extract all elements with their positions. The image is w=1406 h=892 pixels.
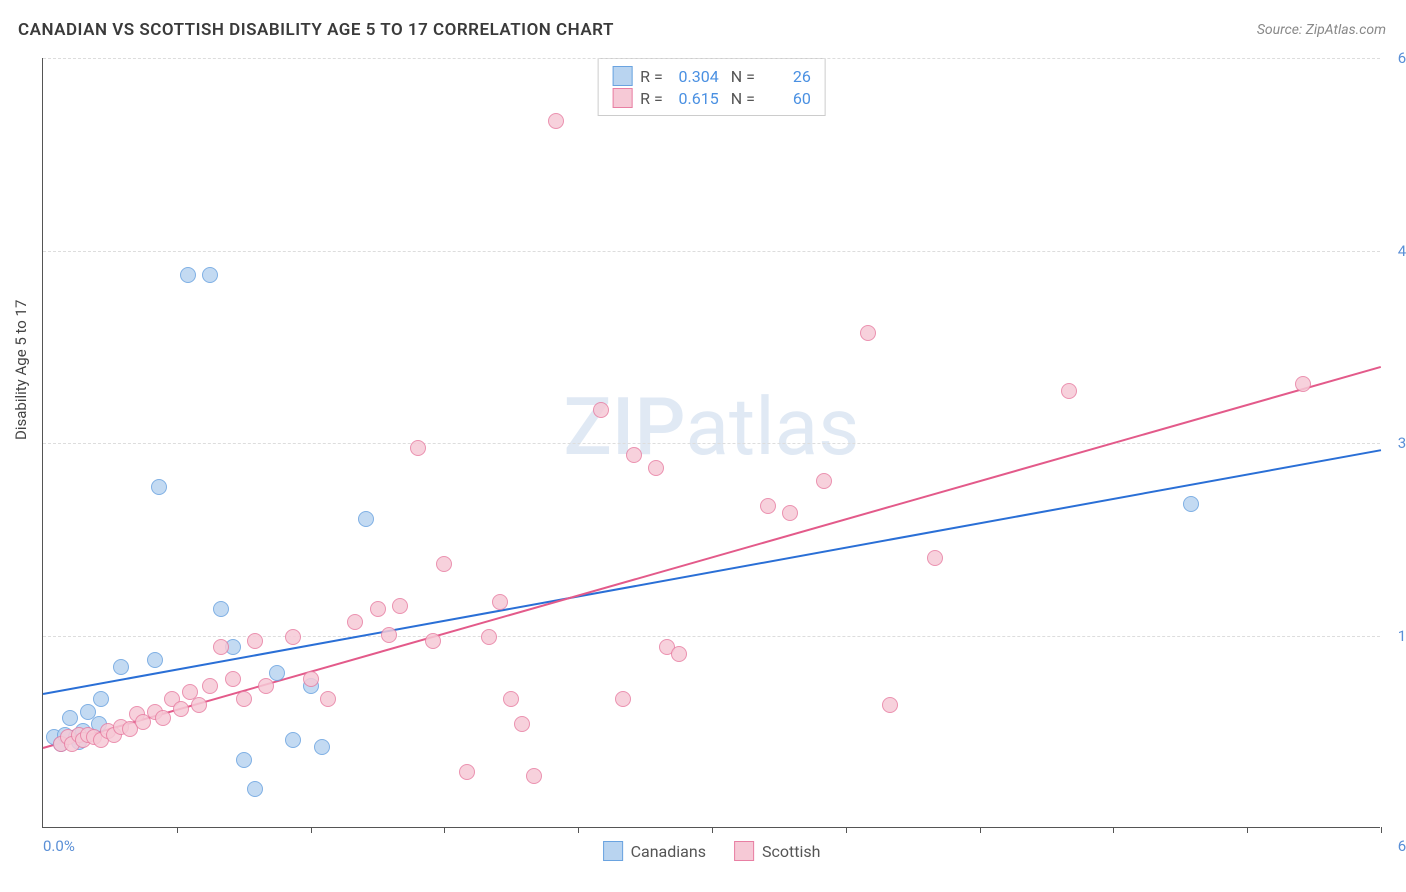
gridline <box>43 251 1380 252</box>
stats-row-canadians: R =0.304 N =26 <box>612 65 811 87</box>
data-point <box>269 665 285 681</box>
data-point <box>1183 496 1199 512</box>
data-point <box>314 739 330 755</box>
gridline <box>43 443 1380 444</box>
data-point <box>526 768 542 784</box>
swatch-scottish <box>612 88 632 108</box>
series-legend: Canadians Scottish <box>603 841 821 861</box>
data-point <box>503 691 519 707</box>
data-point <box>202 267 218 283</box>
data-point <box>425 633 441 649</box>
swatch-canadians <box>612 66 632 86</box>
data-point <box>548 113 564 129</box>
data-point <box>62 710 78 726</box>
stats-legend-box: R =0.304 N =26 R =0.615 N =60 <box>597 58 826 116</box>
x-tick <box>980 827 981 833</box>
data-point <box>113 659 129 675</box>
data-point <box>320 691 336 707</box>
data-point <box>258 678 274 694</box>
data-point <box>370 601 386 617</box>
data-point <box>671 646 687 662</box>
x-tick <box>177 827 178 833</box>
data-point <box>213 639 229 655</box>
x-tick <box>311 827 312 833</box>
data-point <box>173 701 189 717</box>
data-point <box>213 601 229 617</box>
legend-item-scottish: Scottish <box>734 841 820 861</box>
data-point <box>236 691 252 707</box>
legend-label: Scottish <box>762 842 820 861</box>
data-point <box>155 710 171 726</box>
source-attribution: Source: ZipAtlas.com <box>1257 22 1386 38</box>
data-point <box>93 691 109 707</box>
data-point <box>492 594 508 610</box>
data-point <box>303 671 319 687</box>
data-point <box>285 732 301 748</box>
data-point <box>648 460 664 476</box>
data-point <box>191 697 207 713</box>
data-point <box>436 556 452 572</box>
data-point <box>147 652 163 668</box>
x-axis-min-label: 0.0% <box>43 837 75 855</box>
stats-row-scottish: R =0.615 N =60 <box>612 87 811 109</box>
data-point <box>247 633 263 649</box>
data-point <box>347 614 363 630</box>
x-tick <box>712 827 713 833</box>
data-point <box>481 629 497 645</box>
y-axis-label: Disability Age 5 to 17 <box>12 300 30 440</box>
y-tick-label: 15.0% <box>1398 627 1406 645</box>
x-axis-max-label: 60.0% <box>1398 837 1406 855</box>
gridline <box>43 58 1380 59</box>
y-tick-label: 45.0% <box>1398 242 1406 260</box>
x-tick <box>1247 827 1248 833</box>
legend-label: Canadians <box>631 842 706 861</box>
data-point <box>202 678 218 694</box>
x-tick <box>578 827 579 833</box>
legend-swatch-canadians <box>603 841 623 861</box>
watermark-text: ZIPatlas <box>564 380 860 474</box>
scatter-chart: ZIPatlas R =0.304 N =26 R =0.615 N =60 0… <box>42 58 1380 828</box>
x-tick <box>846 827 847 833</box>
data-point <box>1061 383 1077 399</box>
data-point <box>285 629 301 645</box>
data-point <box>626 447 642 463</box>
data-point <box>816 473 832 489</box>
data-point <box>225 671 241 687</box>
data-point <box>1295 376 1311 392</box>
data-point <box>593 402 609 418</box>
data-point <box>151 479 167 495</box>
data-point <box>381 627 397 643</box>
data-point <box>392 598 408 614</box>
data-point <box>247 781 263 797</box>
data-point <box>882 697 898 713</box>
y-tick-label: 30.0% <box>1398 434 1406 452</box>
x-tick <box>1381 827 1382 833</box>
data-point <box>782 505 798 521</box>
data-point <box>410 440 426 456</box>
x-tick <box>1113 827 1114 833</box>
data-point <box>760 498 776 514</box>
trend-line <box>43 449 1381 695</box>
legend-swatch-scottish <box>734 841 754 861</box>
legend-item-canadians: Canadians <box>603 841 706 861</box>
data-point <box>459 764 475 780</box>
chart-title: CANADIAN VS SCOTTISH DISABILITY AGE 5 TO… <box>18 20 614 40</box>
x-tick <box>444 827 445 833</box>
data-point <box>358 511 374 527</box>
data-point <box>180 267 196 283</box>
data-point <box>860 325 876 341</box>
gridline <box>43 636 1380 637</box>
data-point <box>615 691 631 707</box>
data-point <box>927 550 943 566</box>
data-point <box>514 716 530 732</box>
y-tick-label: 60.0% <box>1398 49 1406 67</box>
data-point <box>236 752 252 768</box>
